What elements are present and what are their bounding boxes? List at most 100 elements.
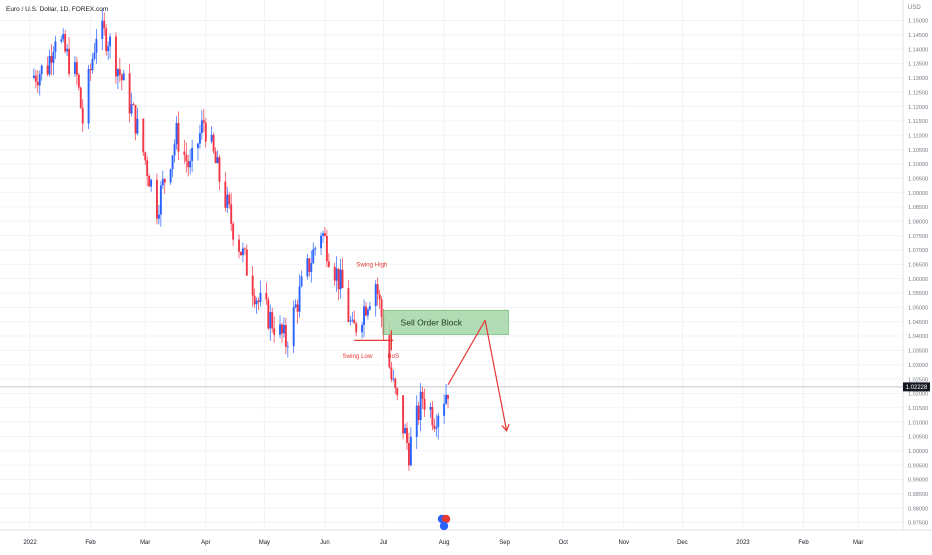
candle: [202, 108, 205, 132]
candle: [60, 35, 63, 44]
price-tick-label: 1.02000: [908, 392, 928, 398]
candle: [238, 234, 240, 259]
candle: [136, 107, 139, 136]
candle: [197, 142, 199, 161]
candle: [95, 28, 98, 64]
candle: [447, 394, 449, 409]
time-tick-label: Jun: [320, 540, 330, 546]
time-tick-label: Sep: [499, 540, 510, 546]
price-tick-label: 1.00000: [908, 449, 928, 455]
candle: [429, 402, 432, 418]
economic-events[interactable]: [437, 514, 451, 531]
candle: [380, 296, 383, 328]
candle: [394, 377, 397, 394]
candle: [46, 56, 49, 77]
candle: [353, 310, 356, 324]
candle: [224, 172, 227, 212]
price-tick-label: 1.15000: [908, 19, 928, 25]
candle: [347, 280, 350, 323]
candle: [374, 280, 377, 317]
time-tick-label: Jul: [380, 540, 388, 546]
time-tick-label: Nov: [618, 540, 629, 546]
candle: [50, 43, 53, 76]
price-axis[interactable]: 1.15000 1.14500 1.14000 1.13500 1.13000 1.125…: [908, 19, 928, 527]
price-tick-label: 1.06500: [908, 263, 928, 269]
time-tick-label: Mar: [140, 540, 150, 546]
time-tick-label: Aug: [439, 540, 450, 546]
price-tick-label: 1.07500: [908, 234, 928, 240]
candle: [171, 155, 174, 178]
candle: [177, 111, 180, 161]
candle: [230, 192, 233, 232]
candle: [212, 132, 215, 155]
event-icon[interactable]: [441, 514, 451, 524]
candle: [417, 401, 420, 426]
price-tick-label: 1.14500: [908, 33, 928, 39]
swing-low-label: Swing Low: [343, 353, 373, 360]
time-axis[interactable]: 2022 Feb Mar Apr May Jun Jul Aug Sep Oct Nov Dec 202…: [23, 540, 863, 546]
candle: [64, 29, 67, 54]
price-tick-label: 1.03500: [908, 349, 928, 355]
event-icon[interactable]: [439, 521, 449, 531]
candle: [351, 311, 354, 323]
candle: [314, 246, 317, 256]
projection-path[interactable]: [447, 319, 508, 431]
price-axis-currency: USD: [908, 5, 921, 11]
candle: [296, 299, 299, 324]
price-tick-label: 1.06000: [908, 277, 928, 283]
candle: [281, 322, 283, 343]
candle: [419, 382, 422, 432]
candle: [421, 386, 424, 410]
grid: [0, 0, 903, 530]
candle: [73, 56, 76, 77]
overlays: [354, 309, 510, 432]
candle: [294, 299, 297, 309]
candle: [191, 139, 194, 172]
price-tick-label: 1.13000: [908, 76, 928, 82]
candle: [325, 229, 328, 268]
symbol-title: Euro / U.S. Dollar, 1D, FOREX.com: [6, 6, 108, 13]
candle: [423, 388, 426, 417]
candle: [128, 64, 131, 123]
candle: [396, 387, 399, 401]
candle: [407, 432, 410, 471]
candle: [284, 317, 287, 355]
time-tick-label: Oct: [559, 540, 569, 546]
candle: [89, 63, 92, 82]
candle: [189, 149, 192, 175]
candle: [169, 168, 172, 185]
candle: [308, 257, 311, 277]
time-tick-label: Dec: [677, 540, 688, 546]
candle: [79, 86, 82, 109]
candle: [267, 296, 270, 331]
candle: [335, 256, 338, 292]
price-tick-label: 1.14000: [908, 47, 928, 53]
candle: [378, 289, 381, 309]
candle: [366, 307, 369, 320]
price-tick-label: 1.12500: [908, 90, 928, 96]
candle: [130, 92, 133, 117]
candle: [409, 427, 412, 467]
candle: [259, 280, 262, 307]
candle: [148, 173, 151, 187]
candle: [77, 73, 80, 91]
candle: [322, 230, 324, 244]
price-tick-label: 1.04000: [908, 334, 928, 340]
candle: [146, 156, 149, 187]
candle: [404, 423, 406, 434]
price-tick-label: 1.12000: [908, 105, 928, 111]
price-tick-label: 1.03000: [908, 363, 928, 369]
candle: [361, 321, 364, 339]
candle: [349, 315, 352, 326]
candle: [376, 277, 379, 306]
candle: [36, 70, 39, 94]
candle: [107, 41, 110, 60]
candle: [214, 147, 217, 164]
candle: [306, 253, 309, 280]
candle: [271, 307, 274, 333]
price-tick-label: 1.05000: [908, 306, 928, 312]
time-tick-label: 2022: [23, 540, 37, 546]
candle: [40, 64, 43, 81]
